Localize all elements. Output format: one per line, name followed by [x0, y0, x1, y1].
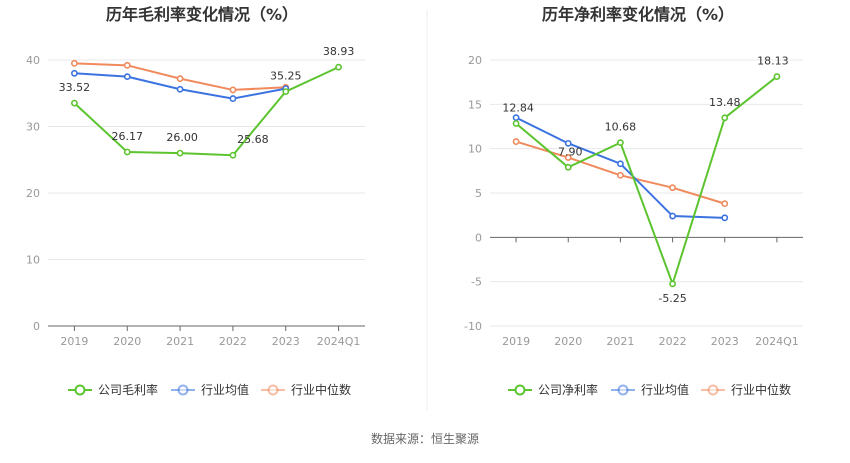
y-tick-label: 0 [475, 231, 482, 244]
data-label: 38.93 [323, 45, 355, 58]
y-tick-label: 0 [33, 320, 40, 333]
legend-label: 公司净利率 [538, 382, 598, 397]
net-margin-chart: 历年净利率变化情况（%） -10 -5 0 5 10 15 20 2019 2020 2021 202… [464, 5, 803, 397]
data-label: 7.90 [558, 145, 583, 158]
y-tick-label: 20 [468, 54, 482, 67]
x-tick-label: 2023 [711, 335, 739, 348]
x-tick-label: 2024Q1 [317, 335, 361, 348]
data-point-industry_median [229, 86, 237, 94]
data-point-company [335, 63, 342, 71]
chart-title: 历年毛利率变化情况（%） [106, 5, 298, 24]
x-tick-label: 2020 [113, 335, 141, 348]
source-text: 数据来源：恒生聚源 [371, 431, 479, 446]
y-tick-label: 15 [468, 98, 482, 111]
legend-item-company: 公司毛利率 [68, 382, 158, 397]
data-point-industry_avg [123, 73, 131, 81]
data-point-company [176, 149, 184, 157]
data-point-industry_avg [71, 69, 78, 77]
data-point-industry_median [176, 75, 184, 83]
data-point-industry_median [564, 154, 572, 161]
x-tick-label: 2024Q1 [755, 335, 799, 348]
y-tick-label: 40 [26, 54, 40, 67]
data-label: -5.25 [658, 292, 686, 305]
data-label: 33.52 [59, 81, 91, 94]
data-point-company [669, 280, 676, 288]
x-tick-label: 2019 [502, 335, 530, 348]
data-point-industry_avg [176, 85, 184, 93]
legend-marker [74, 384, 86, 396]
legend-marker [267, 384, 279, 396]
data-label: 35.25 [270, 70, 302, 83]
data-point-industry_avg [229, 95, 237, 102]
data-label: 25.68 [237, 133, 269, 146]
data-point-company [721, 114, 729, 122]
legend-marker [177, 384, 189, 396]
data-point-industry_median [617, 171, 624, 179]
legend-label: 行业中位数 [731, 382, 791, 397]
y-tick-label: 30 [26, 121, 40, 134]
data-label: 13.48 [709, 96, 741, 109]
y-tick-label: -5 [471, 276, 482, 289]
chart-title: 历年净利率变化情况（%） [542, 5, 734, 24]
legend-label: 行业均值 [201, 382, 249, 397]
y-tick-label: 10 [468, 143, 482, 156]
data-point-industry_avg [564, 139, 572, 147]
y-tick-label: -10 [464, 320, 482, 333]
series-line-company [73, 66, 340, 157]
x-tick-label: 2019 [60, 335, 88, 348]
data-point-industry_median [721, 200, 729, 208]
legend-marker [514, 384, 526, 396]
data-point-company [282, 88, 290, 95]
data-point-company [512, 120, 520, 127]
data-label: 18.13 [757, 55, 789, 68]
data-point-industry_median [123, 61, 131, 69]
x-tick-label: 2023 [272, 335, 300, 348]
legend-item-industry_median: 行业中位数 [701, 382, 791, 397]
legend-label: 行业中位数 [291, 382, 351, 397]
x-tick-label: 2022 [659, 335, 687, 348]
data-point-company [71, 99, 78, 107]
legend-label: 公司毛利率 [98, 382, 158, 397]
y-tick-label: 20 [26, 187, 40, 200]
data-point-industry_avg [669, 212, 676, 220]
legend-item-industry_avg: 行业均值 [171, 382, 249, 397]
data-label: 10.68 [605, 121, 637, 134]
data-point-company [229, 151, 237, 159]
legend-item-industry_avg: 行业均值 [611, 382, 689, 397]
y-tick-label: 10 [26, 254, 40, 267]
x-tick-label: 2020 [554, 335, 582, 348]
legend-marker [707, 384, 719, 396]
data-point-company [564, 163, 572, 171]
data-label: 26.00 [166, 131, 198, 144]
data-point-industry_avg [512, 114, 520, 122]
x-tick-label: 2022 [219, 335, 247, 348]
legend-item-company: 公司净利率 [508, 382, 598, 397]
data-point-industry_avg [617, 160, 624, 168]
y-tick-label: 5 [475, 187, 482, 200]
legend-item-industry_median: 行业中位数 [261, 382, 351, 397]
legend-marker [617, 384, 629, 396]
data-point-industry_median [669, 184, 676, 192]
legend-label: 行业均值 [641, 382, 689, 397]
data-label: 12.84 [502, 101, 534, 114]
gross-margin-chart: 历年毛利率变化情况（%） 0 10 20 30 40 2019 2020 2021 2022 202… [26, 5, 365, 397]
data-point-industry_median [512, 138, 520, 145]
data-label: 26.17 [112, 130, 144, 143]
x-tick-label: 2021 [166, 335, 194, 348]
series-line-company [515, 75, 778, 287]
data-point-industry_avg [721, 214, 729, 222]
x-tick-label: 2021 [606, 335, 634, 348]
data-point-company [123, 148, 131, 156]
data-point-industry_median [71, 59, 78, 67]
data-point-company [617, 139, 624, 147]
data-point-company [773, 73, 781, 80]
